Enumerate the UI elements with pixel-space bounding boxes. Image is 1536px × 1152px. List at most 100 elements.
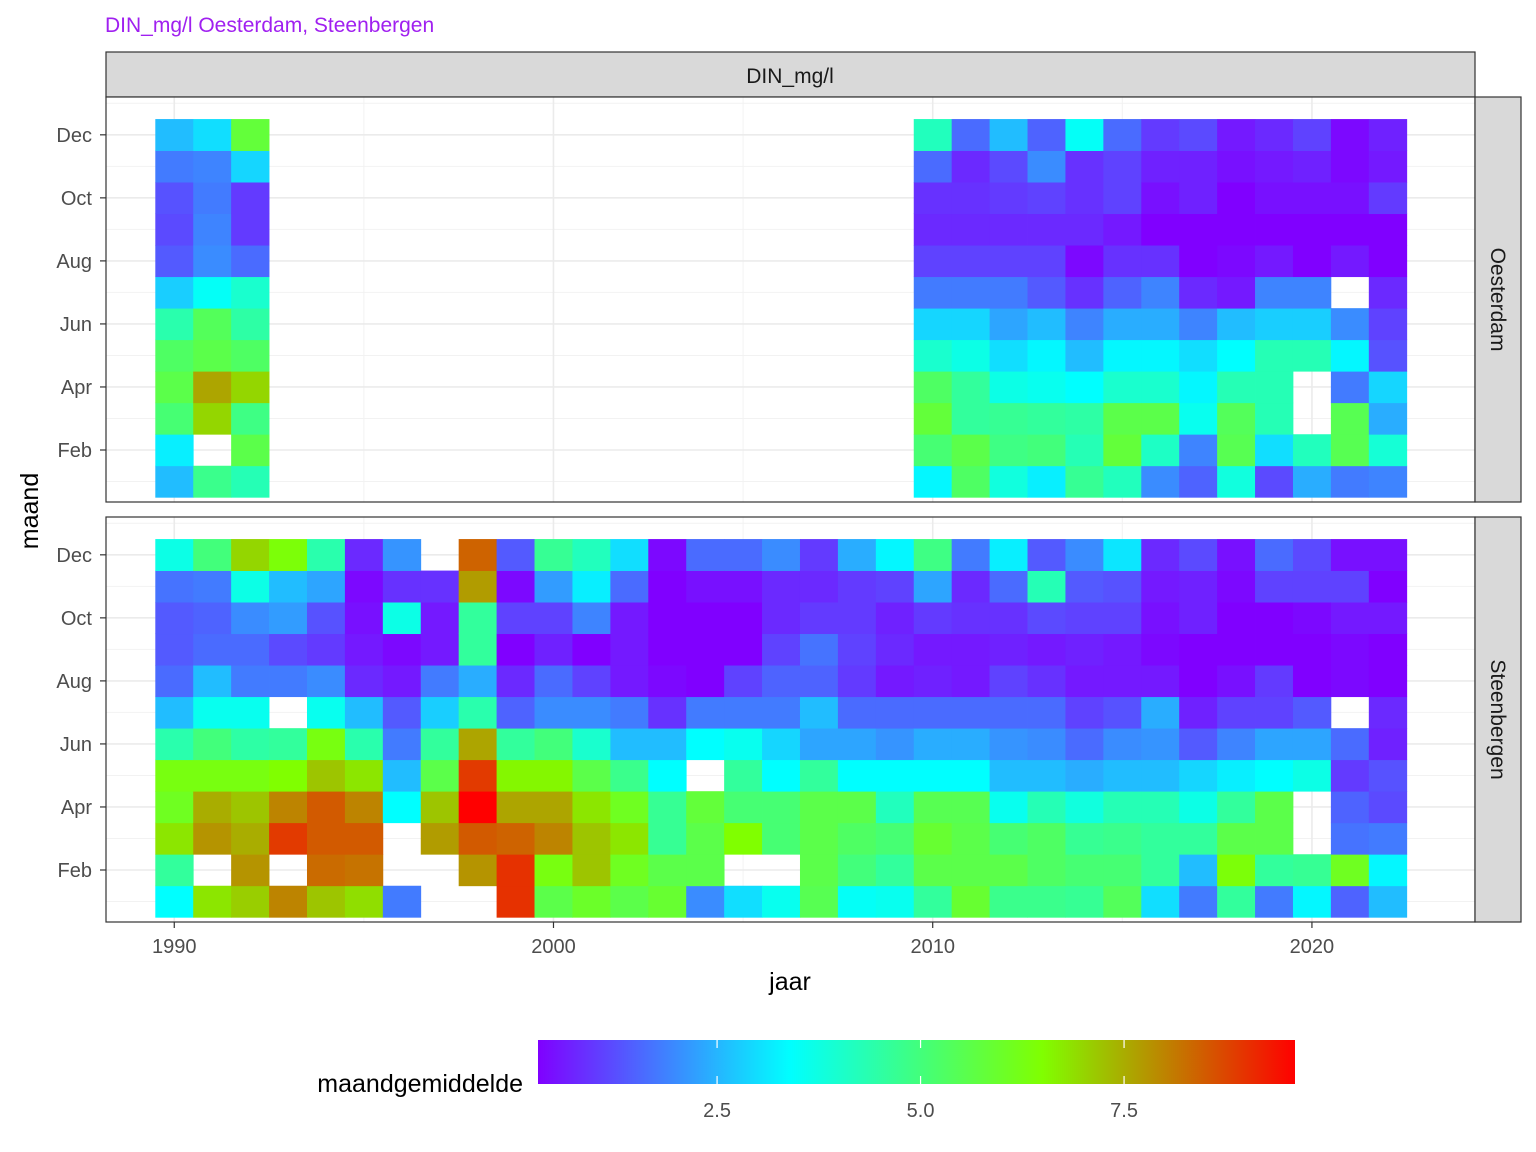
heatmap-tile (1368, 728, 1408, 761)
heatmap-tile (951, 728, 990, 761)
heatmap-tile (231, 434, 270, 467)
heatmap-tile (1103, 570, 1142, 603)
heatmap-tile (1217, 276, 1256, 309)
heatmap-tile (420, 791, 460, 824)
heatmap-tile (913, 759, 953, 792)
heatmap-tile (913, 402, 953, 435)
heatmap-tile (1255, 276, 1294, 309)
heatmap-tile (1027, 308, 1066, 341)
heatmap-tile (762, 791, 801, 824)
heatmap-tile (1330, 245, 1370, 278)
heatmap-tile (269, 728, 308, 761)
heatmap-tile (496, 602, 535, 635)
heatmap-tile (1179, 434, 1218, 467)
heatmap-tile (193, 402, 232, 435)
heatmap-tile (951, 245, 990, 278)
heatmap-tile (269, 570, 308, 603)
heatmap-tile (1027, 150, 1066, 183)
heatmap-tile (306, 602, 346, 635)
heatmap-tile (610, 728, 649, 761)
heatmap-tile (989, 119, 1028, 151)
heatmap-tile (1292, 570, 1332, 603)
heatmap-tile (1330, 602, 1370, 635)
heatmap-tile (913, 539, 953, 571)
heatmap-tile (875, 633, 915, 666)
heatmap-tile (1330, 759, 1370, 792)
legend-ticks: 2.5 5.0 7.5 (703, 1040, 1138, 1122)
heatmap-tile (1141, 276, 1180, 309)
heatmap-tile (382, 539, 422, 571)
heatmap-tile (496, 728, 535, 761)
heatmap-tile (1330, 885, 1370, 918)
heatmap-tile (155, 885, 194, 918)
heatmap-tile (1330, 570, 1370, 603)
heatmap-tile (837, 570, 877, 603)
heatmap-tile (1292, 182, 1332, 215)
heatmap-tile (799, 728, 839, 761)
heatmap-tile (420, 570, 460, 603)
heatmap-tile (951, 791, 990, 824)
x-tick-label: 2020 (1290, 936, 1335, 958)
heatmap-tile (1027, 339, 1066, 372)
heatmap-tile (1141, 854, 1180, 887)
heatmap-tile (1217, 308, 1256, 341)
heatmap-tile (155, 213, 194, 246)
heatmap-tile (875, 696, 915, 729)
heatmap-tile (951, 465, 990, 498)
heatmap-tile (1217, 822, 1256, 855)
heatmap-tile (762, 633, 801, 666)
heatmap-tile (762, 570, 801, 603)
heatmap-tile (610, 665, 649, 698)
heatmap-tile (458, 633, 497, 666)
heatmap-tile (534, 854, 573, 887)
heatmap-tile (913, 822, 953, 855)
heatmap-tile (534, 570, 573, 603)
heatmap-tile (1141, 465, 1180, 498)
heatmap-tile (1103, 665, 1142, 698)
heatmap-tile (913, 465, 953, 498)
heatmap-tile (951, 602, 990, 635)
heatmap-tile (1179, 602, 1218, 635)
heatmap-tile (458, 539, 497, 571)
x-tick-label: 1990 (152, 936, 197, 958)
heatmap-tile (913, 570, 953, 603)
heatmap-tile (610, 885, 649, 918)
heatmap-tile (875, 791, 915, 824)
heatmap-tile (951, 759, 990, 792)
heatmap-tile (306, 539, 346, 571)
heatmap-tile (269, 791, 308, 824)
heatmap-tile (724, 728, 763, 761)
heatmap-tile (989, 728, 1028, 761)
heatmap-tile (1330, 182, 1370, 215)
heatmap-tile (496, 633, 535, 666)
heatmap-tile (686, 854, 725, 887)
heatmap-tile (1103, 308, 1142, 341)
heatmap-tile (1217, 119, 1256, 151)
heatmap-tile (610, 759, 649, 792)
heatmap-tile (344, 759, 384, 792)
heatmap-tile (724, 791, 763, 824)
heatmap-tile (1065, 465, 1104, 498)
heatmap-tile (875, 602, 915, 635)
heatmap-tile (269, 759, 308, 792)
heatmap-tile (686, 885, 725, 918)
heatmap-tile (382, 602, 422, 635)
heatmap-tile (951, 276, 990, 309)
heatmap-tile (572, 665, 611, 698)
heatmap-tile (1065, 371, 1104, 404)
heatmap-tile (1141, 371, 1180, 404)
heatmap-tile (306, 885, 346, 918)
heatmap-tile (648, 633, 687, 666)
heatmap-tile (344, 602, 384, 635)
heatmap-tile (420, 665, 460, 698)
heatmap-tile (1027, 570, 1066, 603)
heatmap-tile (231, 696, 270, 729)
heatmap-tile (306, 759, 346, 792)
heatmap-tile (1027, 465, 1066, 498)
heatmap-tile (951, 339, 990, 372)
heatmap-tile (1027, 854, 1066, 887)
heatmap-tile (1217, 434, 1256, 467)
heatmap-tile (989, 182, 1028, 215)
heatmap-tile (496, 791, 535, 824)
